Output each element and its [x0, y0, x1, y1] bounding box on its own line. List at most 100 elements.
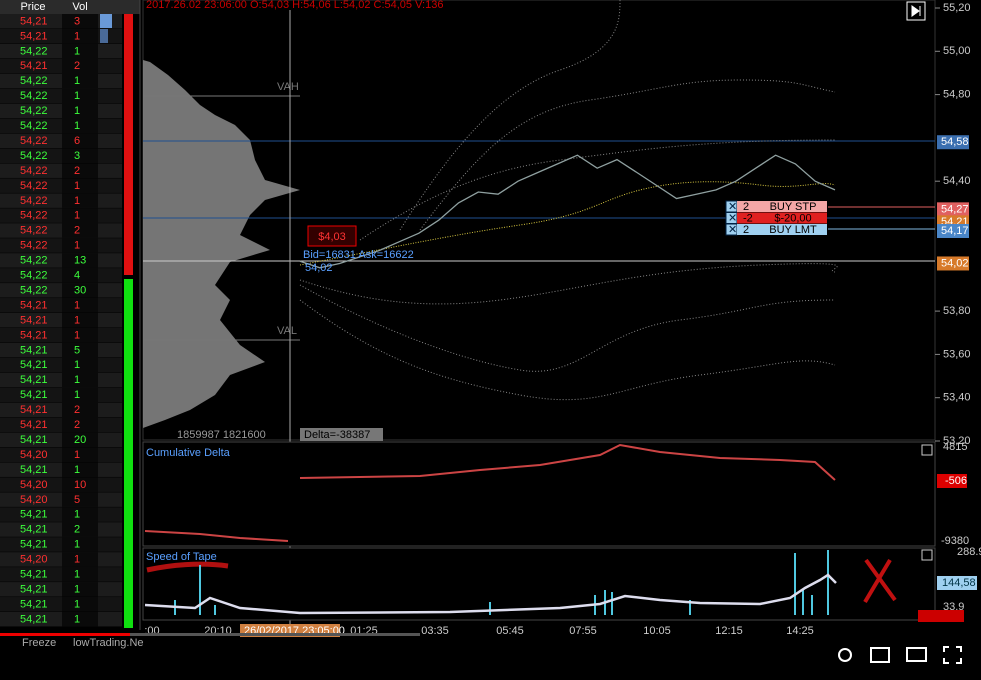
row-bg — [0, 58, 122, 74]
tape-bottom: 33.9 — [943, 601, 964, 613]
row-price: 54,21 — [20, 539, 48, 551]
miniplayer-button[interactable] — [870, 647, 890, 663]
row-vol: 1 — [74, 613, 80, 625]
time-tick-label: 03:35 — [421, 625, 449, 637]
progress-track[interactable] — [0, 633, 420, 636]
time-tick-label: 12:15 — [715, 625, 743, 637]
freeze[interactable]: Freeze — [22, 637, 56, 649]
time-tick-label: 10:05 — [643, 625, 671, 637]
row-bg — [0, 148, 122, 163]
row-vol-bg — [62, 14, 98, 29]
row-vol: 1 — [74, 583, 80, 595]
settings-button[interactable] — [838, 648, 852, 662]
row-vol-bg — [62, 552, 98, 567]
price-tick-label: 53,20 — [943, 435, 971, 447]
orders: ✕ 2 BUY STP ✕ -2 $-20,00 ✕ 2 BUY LMT — [725, 200, 827, 236]
band — [299, 263, 838, 305]
delta-last: -506 — [945, 475, 967, 487]
close-pane[interactable] — [921, 444, 933, 456]
row-vol-bg — [62, 537, 98, 552]
price-axis: 55,20 55,00 54,80 54,40 53,80 53,60 53,40 53,20… — [935, 2, 971, 447]
row-price: 54,21 — [20, 419, 48, 431]
row-vol: 1 — [74, 75, 80, 87]
row-price: 54,22 — [20, 120, 48, 132]
row-bg — [0, 208, 122, 223]
row-price: 54,22 — [20, 150, 48, 162]
vwap — [299, 181, 836, 266]
row-vol-bg — [62, 462, 98, 477]
row-vol-bg — [62, 417, 98, 433]
price-tick-label: 55,00 — [943, 45, 971, 57]
row-vol: 3 — [74, 150, 80, 162]
price-marker — [937, 256, 969, 271]
row-price: 54,21 — [20, 434, 48, 446]
order-cancel-icon[interactable]: ✕ — [728, 224, 737, 236]
row-bg — [0, 492, 122, 507]
row-price: 54,22 — [20, 135, 48, 147]
row-vol-bg — [62, 342, 98, 358]
delta-box — [300, 428, 383, 441]
row-bg — [0, 507, 122, 522]
row-price: 54,22 — [20, 255, 48, 267]
close-pane[interactable] — [921, 549, 933, 561]
row-vol-bg — [62, 193, 98, 208]
row-bg — [0, 193, 122, 208]
order-cancel-icon[interactable]: ✕ — [728, 201, 737, 213]
row-bg — [0, 253, 122, 268]
row-bg — [0, 597, 122, 612]
header-price: Price — [20, 1, 45, 13]
player-controls — [838, 646, 962, 664]
row-vol: 2 — [74, 225, 80, 237]
row-vol: 1 — [74, 449, 80, 461]
order-label: BUY STP — [770, 201, 817, 213]
delta-bottom: -9380 — [941, 535, 969, 547]
row-vol-bg — [62, 178, 98, 193]
row-vol: 2 — [74, 524, 80, 536]
row-price: 54,22 — [20, 75, 48, 87]
volume-profile — [143, 60, 300, 428]
row-price: 54,22 — [20, 90, 48, 102]
row-price: 54,22 — [20, 284, 48, 296]
row-vol: 13 — [74, 255, 86, 267]
order-label: BUY LMT — [769, 224, 817, 236]
row-bg — [0, 103, 122, 119]
row-vol: 1 — [74, 240, 80, 252]
row-bg — [0, 357, 122, 373]
price-tick-label: 54,80 — [943, 89, 971, 101]
row-bg — [0, 298, 122, 313]
row-bg — [0, 402, 122, 418]
row-vol-bg — [62, 402, 98, 418]
order-qty-box — [737, 224, 759, 235]
row-vol: 2 — [74, 165, 80, 177]
row-bg — [0, 73, 122, 89]
cursor-last: 54,02 — [305, 262, 333, 274]
order-label-box — [759, 224, 827, 235]
row-bg — [0, 447, 122, 462]
row-vol-bg — [62, 28, 98, 44]
row-vol-bg — [62, 372, 98, 388]
tape-last: 144,58 — [942, 577, 976, 589]
fullscreen-button[interactable] — [943, 646, 962, 664]
row-vol-bg — [62, 283, 98, 298]
row-vol-bg — [62, 103, 98, 119]
row-vol: 1 — [74, 180, 80, 192]
tape-line — [144, 573, 837, 615]
row-vol-bg — [62, 268, 98, 283]
theater-button[interactable] — [906, 647, 927, 662]
order-cancel-icon[interactable]: ✕ — [728, 212, 737, 224]
row-price: 54,21 — [20, 359, 48, 371]
row-vol-bg — [62, 313, 98, 328]
vah-label: VAH — [277, 81, 299, 93]
link: lowTrading.Ne — [73, 637, 144, 649]
row-vol: 1 — [74, 569, 80, 581]
delta: Delta=-38387 — [304, 429, 370, 441]
row-vol: 1 — [74, 90, 80, 102]
row-price: 54,21 — [20, 329, 48, 341]
row-price: 54,21 — [20, 389, 48, 401]
row-vol: 30 — [74, 284, 86, 296]
row-vol: 1 — [74, 30, 80, 42]
row-vol-bg — [62, 58, 98, 74]
row-vol-bg — [62, 298, 98, 313]
row-price: 54,21 — [20, 524, 48, 536]
